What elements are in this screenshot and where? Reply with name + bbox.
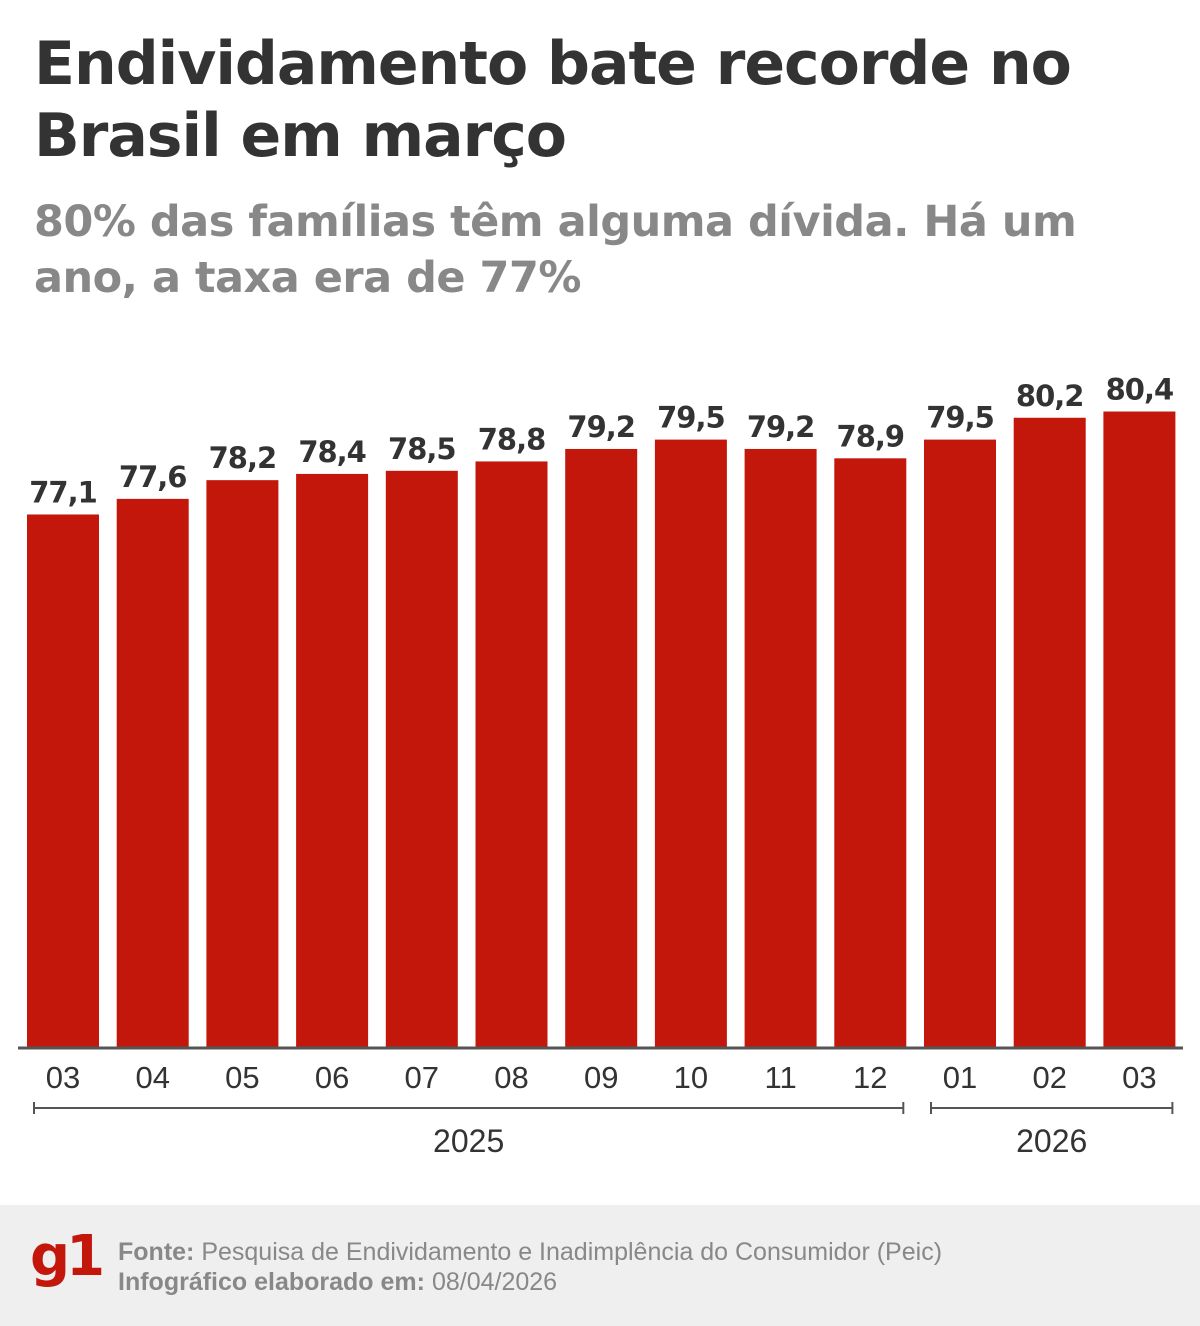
- bar: [744, 448, 817, 1049]
- data-label: 77,1: [29, 475, 97, 509]
- x-tick-label: 04: [135, 1060, 169, 1095]
- bar: [654, 439, 727, 1049]
- data-label: 78,5: [388, 432, 456, 466]
- x-tick-label: 01: [943, 1060, 977, 1095]
- source-label: Fonte:: [118, 1238, 195, 1266]
- x-tick-label: 06: [315, 1060, 349, 1095]
- bar: [1013, 417, 1086, 1048]
- chart-title: Endividamento bate recorde no Brasil em …: [34, 29, 1072, 171]
- footer-text: Fonte: Pesquisa de Endividamento e Inadi…: [118, 1237, 942, 1297]
- source-line: Fonte: Pesquisa de Endividamento e Inadi…: [118, 1237, 942, 1267]
- bar: [834, 458, 907, 1048]
- bar: [924, 439, 996, 1049]
- data-label: 79,5: [657, 401, 725, 435]
- data-label: 77,6: [119, 460, 187, 494]
- year-label: 2026: [1016, 1123, 1087, 1159]
- bar: [565, 448, 638, 1049]
- bar: [27, 514, 99, 1048]
- data-label: 78,9: [837, 419, 905, 453]
- x-tick-label: 03: [1122, 1060, 1156, 1095]
- data-label: 79,2: [567, 410, 635, 444]
- bar: [206, 480, 279, 1048]
- g1-logo: g1: [30, 1224, 105, 1289]
- x-tick-label: 05: [225, 1060, 259, 1095]
- bar: [385, 470, 458, 1048]
- bar: [296, 473, 369, 1048]
- data-label: 78,8: [478, 422, 546, 456]
- data-label: 78,4: [298, 435, 366, 469]
- x-tick-label: 11: [765, 1060, 797, 1095]
- bar: [1103, 411, 1176, 1048]
- x-tick-label: 12: [853, 1060, 887, 1095]
- x-tick-label: 08: [494, 1060, 528, 1095]
- data-label: 80,4: [1106, 373, 1174, 407]
- x-tick-label: 10: [674, 1060, 708, 1095]
- date-text: 08/04/2026: [431, 1268, 558, 1296]
- x-tick-label: 07: [405, 1060, 439, 1095]
- data-label: 79,2: [747, 410, 815, 444]
- data-label: 80,2: [1016, 379, 1084, 413]
- x-tick-label: 03: [46, 1060, 80, 1095]
- data-label: 79,5: [926, 401, 994, 435]
- bar: [475, 461, 548, 1048]
- x-tick-label: 09: [584, 1060, 618, 1095]
- bar-chart: 77,1 03 77,6 04 78,2 05 78,4 06 78,5 07 78,8 08 79,2…: [18, 373, 1183, 1159]
- x-tick-label: 02: [1032, 1060, 1066, 1095]
- date-label: Infográfico elaborado em:: [118, 1268, 425, 1296]
- chart-subtitle: 80% das famílias têm alguma dívida. Há u…: [34, 197, 1077, 303]
- data-label: 78,2: [209, 441, 277, 475]
- source-text: Pesquisa de Endividamento e Inadimplênci…: [201, 1238, 943, 1266]
- footer: g1 Fonte: Pesquisa de Endividamento e In…: [0, 1205, 1200, 1326]
- date-line: Infográfico elaborado em: 08/04/2026: [118, 1267, 942, 1297]
- year-label: 2025: [433, 1123, 504, 1159]
- bar: [116, 498, 189, 1048]
